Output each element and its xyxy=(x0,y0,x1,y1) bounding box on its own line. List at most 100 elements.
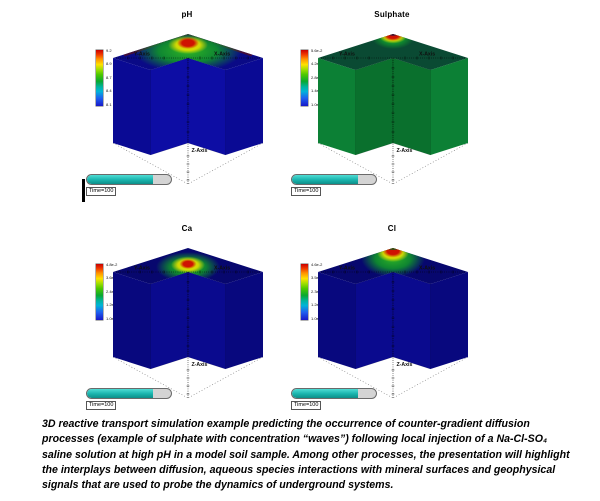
y-axis-label: Y-Axis xyxy=(134,52,150,58)
time-slider-ca[interactable] xyxy=(86,388,172,399)
cube-left-face xyxy=(318,58,356,155)
xy-ticks xyxy=(127,56,249,60)
time-label-cl: Time=100 xyxy=(291,401,322,410)
floor-grid-lines xyxy=(317,142,469,185)
time-slider-fill xyxy=(292,389,358,398)
xy-ticks xyxy=(332,270,454,274)
colorbar-ticks-cl: 4.6e-2 3.5e-2 2.3e-2 1.2e-2 1.0e-3 xyxy=(311,261,323,321)
colorbar-ticks-ph: 9.2 8.9 8.7 8.4 8.1 xyxy=(106,47,112,107)
hotspot-ca xyxy=(156,252,220,282)
hotspot-cl xyxy=(361,248,425,277)
colorbar-tick: 4.6e-2 xyxy=(311,261,323,267)
x-axis-label: X-Axis xyxy=(214,266,230,272)
time-slider-cl[interactable] xyxy=(291,388,377,399)
colorbar-tick: 1.0e-3 xyxy=(311,101,323,107)
floor-grid-lines xyxy=(112,356,264,399)
x-axis-label: X-Axis xyxy=(419,266,435,272)
cube-interior-right-wall xyxy=(187,271,226,370)
cube-interior-left-wall xyxy=(150,57,189,156)
time-label-ph: Time=100 xyxy=(86,187,117,196)
plot-title-ph: pH xyxy=(181,10,193,19)
cube-right-face xyxy=(430,58,468,155)
colorbar-tick: 5.6e-2 xyxy=(311,47,323,53)
time-slider-sulphate[interactable] xyxy=(291,174,377,185)
colorbar-ticks-sulphate: 5.6e-2 4.2e-2 2.8e-2 1.4e-2 1.0e-3 xyxy=(311,47,323,107)
colorbar-tick: 1.4e-2 xyxy=(311,88,323,93)
colorbar-tick: 2.8e-2 xyxy=(311,74,323,80)
cube-plot-ca: Y-Axis X-Axis Z-Axis xyxy=(112,248,264,399)
time-slider-fill xyxy=(87,175,153,184)
y-axis-label: Y-Axis xyxy=(339,52,355,58)
colorbar-tick: 1.0e-3 xyxy=(106,315,118,321)
colorbar-tick: 8.4 xyxy=(106,88,112,93)
hotspot-sulphate xyxy=(372,34,414,49)
colorbar-ticks-ca: 4.8e-2 3.6e-2 2.4e-2 1.2e-2 1.0e-3 xyxy=(106,261,118,321)
core xyxy=(177,37,199,49)
colorbar-tick: 2.4e-2 xyxy=(106,288,118,294)
colorbar-tick: 3.5e-2 xyxy=(311,275,323,280)
y-axis-label: Y-Axis xyxy=(134,266,150,272)
figure-caption: 3D reactive transport simulation example… xyxy=(42,418,570,492)
x-axis-label: X-Axis xyxy=(419,52,435,58)
z-axis-label: Z-Axis xyxy=(192,148,208,154)
colorbar-tick: 8.9 xyxy=(106,61,112,66)
cube-left-face xyxy=(318,272,356,369)
cube-plot-sulphate: Y-Axis X-Axis Z-Axis xyxy=(317,34,469,185)
colorbar-tick: 8.7 xyxy=(106,74,112,80)
panel-ph: pH 9.2 8.9 8.7 8.4 8.1 xyxy=(60,4,295,216)
time-cursor xyxy=(82,179,85,202)
z-axis-label: Z-Axis xyxy=(397,148,413,154)
cube-interior-left-wall xyxy=(355,57,394,156)
colorbar-ph xyxy=(96,50,103,106)
x-axis-label: X-Axis xyxy=(214,52,230,58)
cube-interior-right-wall xyxy=(187,57,226,156)
plot-title-sulphate: Sulphate xyxy=(374,10,410,19)
cube-interior-right-wall xyxy=(392,271,431,370)
z-ticks xyxy=(186,67,190,181)
cube-interior-right-wall xyxy=(392,57,431,156)
cube-top-face xyxy=(318,34,468,70)
cube-right-face xyxy=(430,272,468,369)
panel-sulphate: Sulphate 5.6e-2 4.2e-2 2.8e-2 1.4e-2 1.0… xyxy=(265,4,500,216)
time-label-sulphate: Time=100 xyxy=(291,187,322,196)
colorbar-tick: 9.2 xyxy=(106,47,112,53)
colorbar-tick: 1.2e-2 xyxy=(311,302,323,307)
corner-tip xyxy=(387,34,399,36)
z-axis-label: Z-Axis xyxy=(397,362,413,368)
cube-plot-ph: Y-Axis X-Axis Z-Axis xyxy=(112,34,264,185)
cube-interior-left-wall xyxy=(150,271,189,370)
time-slider-ph[interactable] xyxy=(86,174,172,185)
cube-plot-cl: Y-Axis X-Axis Z-Axis xyxy=(317,248,469,399)
colorbar-tick: 1.0e-3 xyxy=(311,315,323,321)
corner-tip xyxy=(386,248,400,250)
colorbar-tick: 4.8e-2 xyxy=(106,261,118,267)
floor-grid-lines xyxy=(317,356,469,399)
cube-right-face xyxy=(225,272,263,369)
colorbar-tick: 1.2e-2 xyxy=(106,302,118,307)
plot-title-cl: Cl xyxy=(387,224,397,233)
y-axis-label: Y-Axis xyxy=(339,266,355,272)
cube-left-face xyxy=(113,58,151,155)
z-ticks xyxy=(186,281,190,395)
z-ticks xyxy=(391,281,395,395)
colorbar-sulphate xyxy=(301,50,308,106)
plot-title-ca: Ca xyxy=(181,224,193,233)
cube-left-face xyxy=(113,272,151,369)
panel-ca: Ca 4.8e-2 3.6e-2 2.4e-2 1.2e-2 1.0e-3 xyxy=(60,218,295,430)
floor-grid-lines xyxy=(112,142,264,185)
time-slider-fill xyxy=(87,389,153,398)
panel-cl: Cl 4.6e-2 3.5e-2 2.3e-2 1.2e-2 1.0e-3 xyxy=(265,218,500,430)
core xyxy=(382,248,404,258)
cube-right-face xyxy=(225,58,263,155)
colorbar-tick: 8.1 xyxy=(106,101,112,107)
core xyxy=(179,259,197,269)
cube-interior-left-wall xyxy=(355,271,394,370)
colorbar-tick: 2.3e-2 xyxy=(311,288,323,294)
time-label-ca: Time=100 xyxy=(86,401,117,410)
colorbar-cl xyxy=(301,264,308,320)
xy-ticks xyxy=(332,56,454,60)
colorbar-ca xyxy=(96,264,103,320)
colorbar-tick: 4.2e-2 xyxy=(311,61,323,66)
time-slider-fill xyxy=(292,175,358,184)
